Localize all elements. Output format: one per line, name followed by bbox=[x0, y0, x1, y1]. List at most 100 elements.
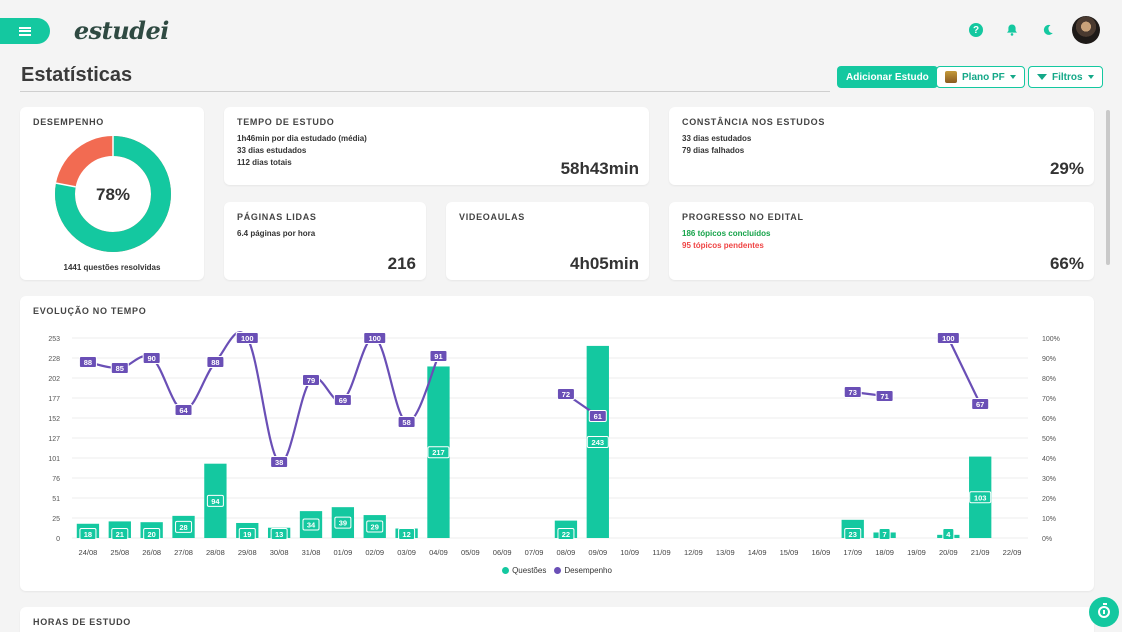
x-tick-label: 03/09 bbox=[397, 548, 416, 557]
bar-label-box bbox=[586, 435, 609, 448]
y-left-tick-label: 127 bbox=[48, 436, 60, 443]
bar-label-box bbox=[302, 518, 320, 531]
y-right-tick-label: 100% bbox=[1042, 336, 1060, 343]
bar-label-box bbox=[334, 516, 352, 529]
filters-button[interactable]: Filtros bbox=[1028, 66, 1103, 88]
plan-select-label: Plano PF bbox=[962, 71, 1005, 83]
bar-label-box bbox=[111, 528, 129, 540]
line-data-label: 88 bbox=[84, 358, 92, 367]
bar-data-label: 29 bbox=[371, 523, 379, 532]
logo[interactable]: estudei bbox=[66, 16, 169, 45]
x-tick-label: 02/09 bbox=[365, 548, 384, 557]
x-tick-label: 27/08 bbox=[174, 548, 193, 557]
user-avatar[interactable] bbox=[1072, 16, 1100, 44]
line-point-label-box bbox=[142, 352, 161, 364]
study-time-card: TEMPO DE ESTUDO 1h46min por dia estudado… bbox=[224, 107, 649, 185]
line-data-label: 88 bbox=[211, 358, 219, 367]
line-data-label: 67 bbox=[976, 400, 984, 409]
bell-icon bbox=[1007, 24, 1017, 36]
y-right-tick-label: 60% bbox=[1042, 416, 1056, 423]
line-point-label-box bbox=[875, 390, 894, 402]
x-tick-label: 07/09 bbox=[525, 548, 544, 557]
bar-label-box bbox=[398, 528, 416, 540]
x-tick-label: 14/09 bbox=[748, 548, 767, 557]
bar-label-box bbox=[143, 528, 161, 540]
y-left-tick-label: 0 bbox=[56, 536, 60, 543]
line-data-label: 71 bbox=[880, 392, 888, 401]
x-tick-label: 25/08 bbox=[110, 548, 129, 557]
evolution-card: EVOLUÇÃO NO TEMPO 0 0% 25 10% 51 20% 76 30% 101 4… bbox=[20, 296, 1094, 591]
syllabus-progress-card: PROGRESSO NO EDITAL 186 tópicos concluíd… bbox=[669, 202, 1094, 280]
y-left-tick-label: 51 bbox=[52, 496, 60, 503]
legend-label: Desempenho bbox=[564, 566, 612, 575]
bar-data-label: 21 bbox=[116, 530, 124, 539]
line-data-label: 91 bbox=[434, 352, 442, 361]
x-tick-label: 28/08 bbox=[206, 548, 225, 557]
bar-data-label: 103 bbox=[974, 493, 987, 502]
pages-read-title: PÁGINAS LIDAS bbox=[237, 212, 317, 222]
legend-item-questions[interactable]: Questões bbox=[502, 566, 546, 575]
y-right-tick-label: 10% bbox=[1042, 516, 1056, 523]
line-point-label-box bbox=[174, 404, 193, 416]
pages-read-value: 216 bbox=[387, 254, 416, 273]
line-point-label-box bbox=[235, 332, 259, 344]
x-tick-label: 12/09 bbox=[684, 548, 703, 557]
timer-button[interactable] bbox=[1089, 597, 1119, 627]
plan-select-button[interactable]: Plano PF bbox=[936, 66, 1025, 88]
line-data-label: 69 bbox=[339, 396, 347, 405]
y-right-tick-label: 90% bbox=[1042, 356, 1056, 363]
study-hours-title: HORAS DE ESTUDO bbox=[33, 617, 132, 627]
stopwatch-icon bbox=[1098, 603, 1110, 618]
line-data-label: 79 bbox=[307, 376, 315, 385]
filter-icon bbox=[1037, 74, 1047, 80]
menu-button[interactable] bbox=[0, 18, 50, 44]
line-data-label: 85 bbox=[116, 364, 124, 373]
bar-label-box bbox=[175, 520, 193, 533]
consistency-details: 33 dias estudados 79 dias falhados bbox=[682, 133, 751, 157]
y-right-tick-label: 50% bbox=[1042, 436, 1056, 443]
header-icons: ? bbox=[958, 16, 1100, 44]
line-point-label-box bbox=[936, 332, 960, 344]
logo-mark bbox=[66, 16, 74, 45]
bar-label-box bbox=[942, 528, 955, 540]
help-icon: ? bbox=[969, 23, 983, 37]
y-left-tick-label: 177 bbox=[48, 396, 60, 403]
y-right-tick-label: 0% bbox=[1042, 536, 1052, 543]
y-left-tick-label: 202 bbox=[48, 376, 60, 383]
add-study-button[interactable]: Adicionar Estudo bbox=[837, 66, 938, 88]
study-time-value: 58h43min bbox=[560, 159, 639, 178]
line-data-label: 90 bbox=[147, 354, 155, 363]
y-left-tick-label: 253 bbox=[48, 336, 60, 343]
bar-data-label: 12 bbox=[402, 530, 410, 539]
chart-legend: Questões Desempenho bbox=[20, 566, 1094, 575]
line-point-label-box bbox=[588, 410, 607, 422]
line-point-label-box bbox=[78, 356, 97, 368]
help-button[interactable]: ? bbox=[958, 16, 994, 44]
bar-data-label: 217 bbox=[432, 448, 445, 457]
y-left-tick-label: 101 bbox=[48, 456, 60, 463]
filters-label: Filtros bbox=[1052, 71, 1083, 83]
x-tick-label: 04/09 bbox=[429, 548, 448, 557]
days-studied: 33 dias estudados bbox=[682, 134, 752, 143]
page-title: Estatísticas bbox=[21, 64, 133, 86]
line-data-label: 100 bbox=[241, 334, 254, 343]
video-lessons-value: 4h05min bbox=[570, 254, 639, 273]
line-data-label: 58 bbox=[402, 418, 410, 427]
line-point-label-box bbox=[363, 332, 387, 344]
performance-donut: 78% bbox=[53, 134, 173, 254]
chevron-down-icon bbox=[1009, 75, 1016, 79]
bar-label-box bbox=[206, 494, 224, 507]
bar-label-box bbox=[844, 528, 862, 540]
plan-badge-icon bbox=[945, 71, 957, 83]
questions-solved: 1441 questões resolvidas bbox=[63, 263, 161, 272]
bar-data-label: 94 bbox=[211, 497, 220, 506]
performance-title: DESEMPENHO bbox=[33, 117, 105, 127]
legend-item-performance[interactable]: Desempenho bbox=[554, 566, 612, 575]
legend-dot bbox=[502, 567, 510, 574]
scrollbar[interactable] bbox=[1106, 110, 1110, 265]
line-desempenho bbox=[947, 337, 982, 405]
dark-mode-button[interactable] bbox=[1030, 16, 1066, 44]
syllabus-progress-details: 186 tópicos concluídos 95 tópicos penden… bbox=[682, 228, 770, 252]
line-point-label-box bbox=[843, 386, 862, 398]
notifications-button[interactable] bbox=[994, 16, 1030, 44]
